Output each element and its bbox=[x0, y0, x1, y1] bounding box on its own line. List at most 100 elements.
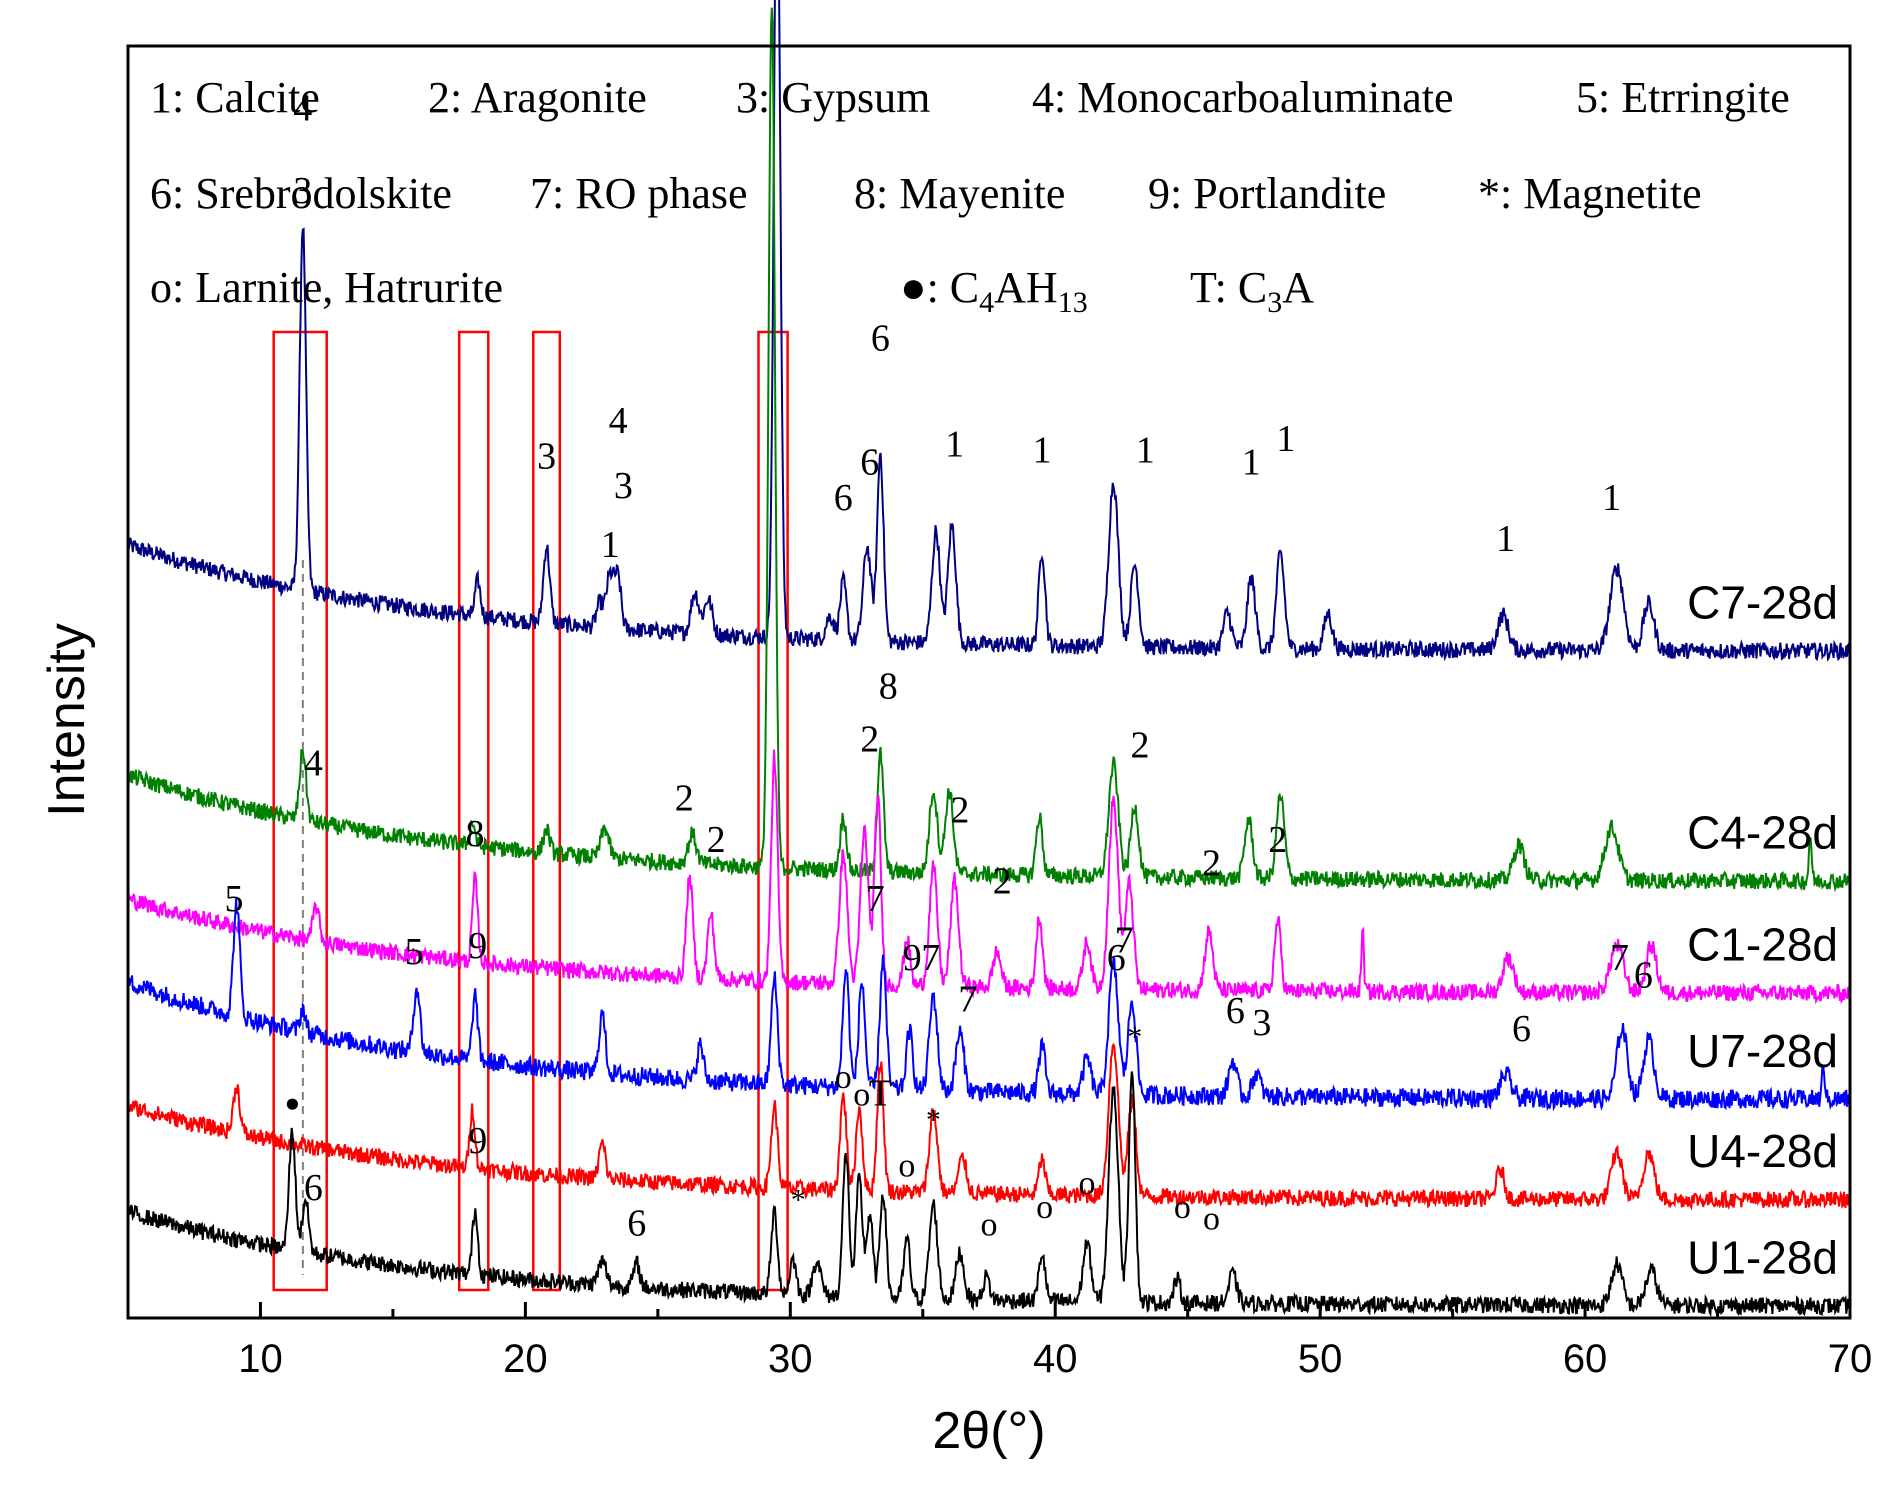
peak-marker-U1-28d-2: 9 bbox=[468, 1120, 487, 1162]
peak-marker-C7-28d-5: 3 bbox=[614, 465, 633, 507]
peak-marker-C1-28d-7: 2 bbox=[1202, 843, 1221, 885]
peak-marker-C1-28d-0: 8 bbox=[466, 813, 485, 855]
legend-item-1: 1: Calcite bbox=[150, 73, 320, 122]
peak-marker-U7-28d-1: 5 bbox=[405, 931, 424, 973]
peak-marker-U1-28d-4: * bbox=[791, 1184, 806, 1217]
peak-marker-U1-28d-9: * bbox=[926, 1103, 941, 1136]
peak-marker-U1-28d-12: o bbox=[1079, 1165, 1096, 1202]
legend-item-4: 4: Monocarboaluminate bbox=[1032, 73, 1454, 122]
peak-marker-U1-28d-0: ● bbox=[284, 1089, 300, 1118]
legend-item-3: 3: Gypsum bbox=[736, 73, 930, 122]
series-name-C4-28d: C4-28d bbox=[1687, 806, 1838, 858]
legend-item-10: *: Magnetite bbox=[1478, 169, 1702, 218]
peak-marker-C1-28d-9: 6 bbox=[1107, 937, 1126, 979]
peak-marker-C1-28d-8: 2 bbox=[1268, 819, 1287, 861]
legend-item-c3a: T: C3A bbox=[1190, 263, 1314, 319]
peak-marker-U7-28d-2: 9 bbox=[468, 925, 487, 967]
series-name-U7-28d: U7-28d bbox=[1687, 1025, 1838, 1077]
x-tick-label-60: 60 bbox=[1563, 1337, 1608, 1381]
peak-marker-C1-28d-5: 2 bbox=[993, 860, 1012, 902]
peak-marker-C7-28d-9: 6 bbox=[871, 318, 890, 360]
peak-marker-C7-28d-8: 6 bbox=[860, 441, 879, 483]
plot-frame bbox=[126, 44, 1852, 1320]
peak-marker-C4-28d-1: 8 bbox=[879, 666, 898, 708]
pattern-U4-28d bbox=[127, 1042, 1851, 1211]
peak-marker-U7-28d-0: 5 bbox=[225, 878, 244, 920]
peak-marker-C7-28d-13: 1 bbox=[1242, 441, 1261, 483]
x-axis-label: 2θ(°) bbox=[932, 1402, 1045, 1460]
peak-marker-U7-28d-5: 7 bbox=[921, 937, 940, 979]
peak-marker-C1-28d-3: 2 bbox=[860, 719, 879, 761]
peak-marker-U7-28d-3: 7 bbox=[866, 878, 885, 920]
peak-marker-U1-28d-10: o bbox=[981, 1207, 998, 1244]
pattern-C1-28d bbox=[127, 749, 1851, 1005]
series-name-C7-28d: C7-28d bbox=[1687, 576, 1838, 628]
peak-marker-U7-28d-7: 7 bbox=[1115, 919, 1134, 961]
peak-marker-U1-28d-11: o bbox=[1036, 1189, 1053, 1226]
peak-marker-C7-28d-0: 4 bbox=[293, 87, 312, 129]
peak-marker-U7-28d-11: 7 bbox=[1610, 937, 1629, 979]
x-tick-label-50: 50 bbox=[1298, 1337, 1343, 1381]
peak-marker-U1-28d-14: o bbox=[1203, 1201, 1220, 1238]
peak-marker-C1-28d-1: 2 bbox=[675, 778, 694, 820]
legend-item-8: 8: Mayenite bbox=[854, 169, 1065, 218]
xrd-patterns bbox=[127, 0, 1851, 1318]
peak-marker-C7-28d-4: 4 bbox=[609, 400, 628, 442]
peak-marker-U1-28d-3: 6 bbox=[627, 1203, 646, 1245]
peak-marker-U7-28d-6: 7 bbox=[958, 978, 977, 1020]
peak-marker-U1-28d-6: o bbox=[853, 1077, 870, 1114]
series-name-U1-28d: U1-28d bbox=[1687, 1231, 1838, 1283]
pattern-C7-28d bbox=[127, 0, 1851, 662]
peak-marker-C1-28d-6: 2 bbox=[1131, 725, 1150, 767]
peak-marker-C1-28d-4: 2 bbox=[950, 790, 969, 832]
legend-item-7: 7: RO phase bbox=[530, 169, 748, 218]
legend-item-c4ah13: ●: C4AH13 bbox=[900, 263, 1088, 319]
x-tick-label-30: 30 bbox=[768, 1337, 813, 1381]
pattern-U1-28d bbox=[127, 1071, 1851, 1318]
peak-marker-C7-28d-10: 1 bbox=[945, 424, 964, 466]
peak-marker-U7-28d-8: 6 bbox=[1226, 990, 1245, 1032]
highlight-box-2 bbox=[457, 330, 490, 1292]
highlight-box-3 bbox=[532, 330, 562, 1292]
legend-item-5: 5: Etrringite bbox=[1576, 73, 1790, 122]
peak-marker-U7-28d-9: 3 bbox=[1252, 1002, 1271, 1044]
peak-marker-U1-28d-1: 6 bbox=[304, 1167, 323, 1209]
x-axis-ticks: 10 20 30 40 50 60 70 bbox=[126, 1302, 1873, 1381]
x-tick-label-10: 10 bbox=[238, 1337, 283, 1381]
peak-marker-U7-28d-4: 9 bbox=[903, 937, 922, 979]
peak-marker-U1-28d-5: o bbox=[835, 1059, 852, 1096]
peak-marker-U1-28d-7: T bbox=[869, 1073, 892, 1115]
legend: 1: Calcite 2: Aragonite 3: Gypsum 4: Monoca… bbox=[150, 73, 1790, 319]
peak-marker-C7-28d-2: 3 bbox=[537, 436, 556, 478]
peak-marker-C7-28d-11: 1 bbox=[1033, 430, 1052, 472]
peak-markers: 4331431666111111148822222222655979777636… bbox=[225, 87, 1653, 1245]
x-tick-label-20: 20 bbox=[503, 1337, 548, 1381]
legend-item-6: 6: Srebrodolskite bbox=[150, 169, 452, 218]
peak-marker-C7-28d-12: 1 bbox=[1136, 430, 1155, 472]
peak-marker-C7-28d-16: 1 bbox=[1602, 477, 1621, 519]
peak-marker-C7-28d-7: 6 bbox=[834, 477, 853, 519]
peak-marker-C7-28d-1: 3 bbox=[293, 170, 312, 212]
peak-marker-C7-28d-15: 1 bbox=[1496, 518, 1515, 560]
peak-marker-U7-28d-12: 6 bbox=[1634, 955, 1653, 997]
pattern-U7-28d bbox=[127, 898, 1851, 1112]
peak-marker-C4-28d-0: 4 bbox=[304, 742, 323, 784]
peak-marker-U1-28d-13: o bbox=[1174, 1189, 1191, 1226]
series-names: C7-28d C4-28d C1-28d U7-28d U4-28d U1-28d bbox=[1687, 576, 1838, 1283]
x-tick-label-40: 40 bbox=[1033, 1337, 1078, 1381]
legend-item-11: o: Larnite, Hatrurite bbox=[150, 263, 503, 312]
y-axis-label: Intensity bbox=[38, 623, 96, 817]
highlight-boxes bbox=[272, 330, 789, 1292]
peak-marker-C7-28d-3: 1 bbox=[601, 524, 620, 566]
series-name-U4-28d: U4-28d bbox=[1687, 1125, 1838, 1177]
series-name-C1-28d: C1-28d bbox=[1687, 919, 1838, 971]
peak-marker-U4-28d-0: * bbox=[1127, 1021, 1142, 1054]
x-tick-label-70: 70 bbox=[1828, 1337, 1873, 1381]
peak-marker-U1-28d-8: o bbox=[898, 1148, 915, 1185]
legend-item-9: 9: Portlandite bbox=[1148, 169, 1386, 218]
legend-item-2: 2: Aragonite bbox=[428, 73, 647, 122]
peak-marker-U7-28d-10: 6 bbox=[1512, 1008, 1531, 1050]
peak-marker-C7-28d-14: 1 bbox=[1276, 418, 1295, 460]
peak-marker-C1-28d-2: 2 bbox=[707, 819, 726, 861]
